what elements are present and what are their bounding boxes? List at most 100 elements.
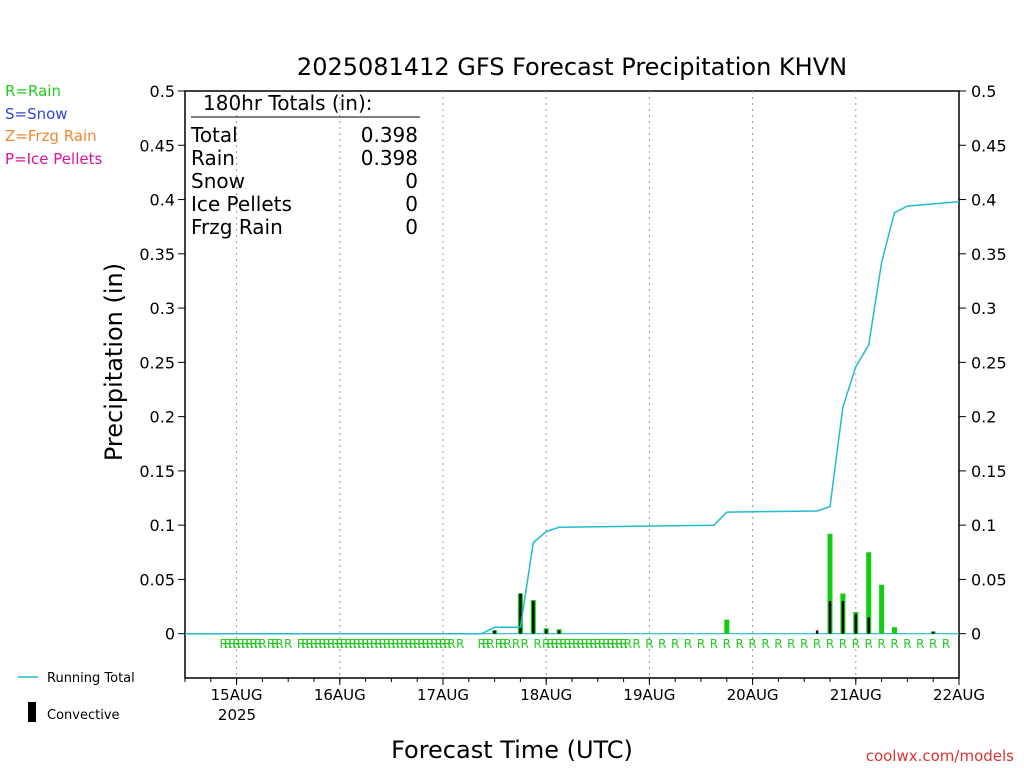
precip-type-marker: R	[581, 637, 589, 651]
precip-type-marker: R	[327, 637, 335, 651]
precip-type-marker: R	[374, 637, 382, 651]
y-tick-label-right: 0.2	[971, 408, 996, 427]
precip-type-marker: R	[383, 637, 391, 651]
legend-running-total: Running Total	[47, 671, 135, 686]
precip-type-marker: R	[503, 637, 511, 651]
convective-bar	[932, 631, 935, 634]
y-tick-label-left: 0.15	[139, 462, 175, 481]
precip-type-marker: R	[499, 637, 507, 651]
precip-type-marker: R	[336, 637, 344, 651]
totals-label-ice-pellets: Ice Pellets	[191, 192, 292, 216]
y-tick-label-right: 0.1	[971, 516, 996, 535]
precip-bar	[866, 552, 872, 634]
convective-bar	[867, 617, 870, 634]
precip-type-marker: R	[413, 637, 421, 651]
precip-type-marker: R	[671, 637, 679, 651]
precip-type-marker: R	[521, 637, 529, 651]
precip-type-marker: R	[323, 637, 331, 651]
precip-bar	[879, 584, 885, 634]
precip-type-marker: R	[241, 637, 249, 651]
convective-bar	[532, 601, 535, 634]
precip-type-marker: R	[340, 637, 348, 651]
precip-type-marker: R	[916, 637, 924, 651]
precip-type-marker: R	[568, 637, 576, 651]
convective-bars	[493, 593, 935, 634]
precip-type-marker: R	[430, 637, 438, 651]
precip-type-marker: R	[447, 637, 455, 651]
x-tick-label: 18AUG	[520, 686, 572, 704]
convective-bar	[828, 601, 832, 634]
precip-type-marker: R	[284, 637, 292, 651]
precip-type-marker: R	[611, 637, 619, 651]
precip-type-marker: R	[396, 637, 404, 651]
totals-label-total: Total	[190, 123, 238, 147]
totals-header: 180hr Totals (in):	[203, 91, 373, 115]
precip-type-marker: R	[564, 637, 572, 651]
precip-type-marker: R	[761, 637, 769, 651]
precip-type-marker: R	[865, 637, 873, 651]
y-tick-label-right: 0.5	[971, 82, 996, 101]
y-tick-label-left: 0.2	[150, 408, 175, 427]
y-tick-label-left: 0.35	[139, 245, 175, 264]
precip-type-marker: R	[426, 637, 434, 651]
precip-type-marker: R	[353, 637, 361, 651]
precip-type-marker: R	[929, 637, 937, 651]
precip-type-marker: R	[456, 637, 464, 651]
precip-type-marker: R	[370, 637, 378, 651]
precip-type-marker: R	[697, 637, 705, 651]
precip-type-marker: R	[903, 637, 911, 651]
convective-bar	[815, 630, 819, 634]
precip-type-marker: R	[254, 637, 262, 651]
precip-type-marker: R	[658, 637, 666, 651]
precip-type-marker: R	[417, 637, 425, 651]
precip-type-marker: R	[942, 637, 950, 651]
precip-type-marker: R	[723, 637, 731, 651]
precip-type-marker: R	[533, 637, 541, 651]
precip-type-marker: R	[310, 637, 318, 651]
precip-type-marker: R	[890, 637, 898, 651]
legend-frzg-rain: Z=Frzg Rain	[5, 127, 97, 145]
precip-type-marker: R	[258, 637, 266, 651]
totals-value-total: 0.398	[361, 123, 418, 147]
precip-type-marker: R	[250, 637, 258, 651]
convective-bar	[519, 593, 522, 634]
credit-link[interactable]: coolwx.com/models	[866, 747, 1014, 765]
convective-bar	[557, 630, 561, 634]
precip-type-marker: R	[748, 637, 756, 651]
y-tick-label-left: 0	[165, 625, 175, 644]
y-tick-label-right: 0.4	[971, 191, 996, 210]
y-tick-label-left: 0.3	[150, 299, 175, 318]
precip-bar	[892, 627, 897, 634]
precip-type-marker: R	[852, 637, 860, 651]
y-tick-label-left: 0.45	[139, 136, 175, 155]
precip-type-marker: R	[585, 637, 593, 651]
precip-type-marker: R	[228, 637, 236, 651]
precip-type-marker: R	[301, 637, 309, 651]
precip-type-marker: R	[220, 637, 228, 651]
precip-type-marker: R	[439, 637, 447, 651]
precip-type-marker: R	[306, 637, 314, 651]
totals-box: 180hr Totals (in): Total 0.398 Rain 0.39…	[190, 91, 420, 239]
x-tick-label: 17AUG	[417, 686, 469, 704]
y-tick-label-right: 0.3	[971, 299, 996, 318]
convective-bar	[545, 629, 548, 634]
precip-type-marker: R	[271, 637, 279, 651]
precip-type-marker: R	[478, 637, 486, 651]
y-tick-label-right: 0.25	[971, 353, 1007, 372]
precip-type-marker: R	[813, 637, 821, 651]
y-tick-label-left: 0.5	[150, 82, 175, 101]
precip-type-marker: R	[422, 637, 430, 651]
precip-type-marker: R	[392, 637, 400, 651]
precip-type-marker: R	[435, 637, 443, 651]
totals-value-snow: 0	[405, 169, 418, 193]
x-tick-label: 16AUG	[314, 686, 366, 704]
precip-type-marker: R	[555, 637, 563, 651]
totals-value-rain: 0.398	[361, 146, 418, 170]
plot-frame	[184, 90, 960, 679]
precip-type-marker: R	[710, 637, 718, 651]
precip-type-marker: R	[318, 637, 326, 651]
precip-type-marker: R	[619, 637, 627, 651]
totals-label-rain: Rain	[191, 146, 235, 170]
precip-type-marker: R	[602, 637, 610, 651]
